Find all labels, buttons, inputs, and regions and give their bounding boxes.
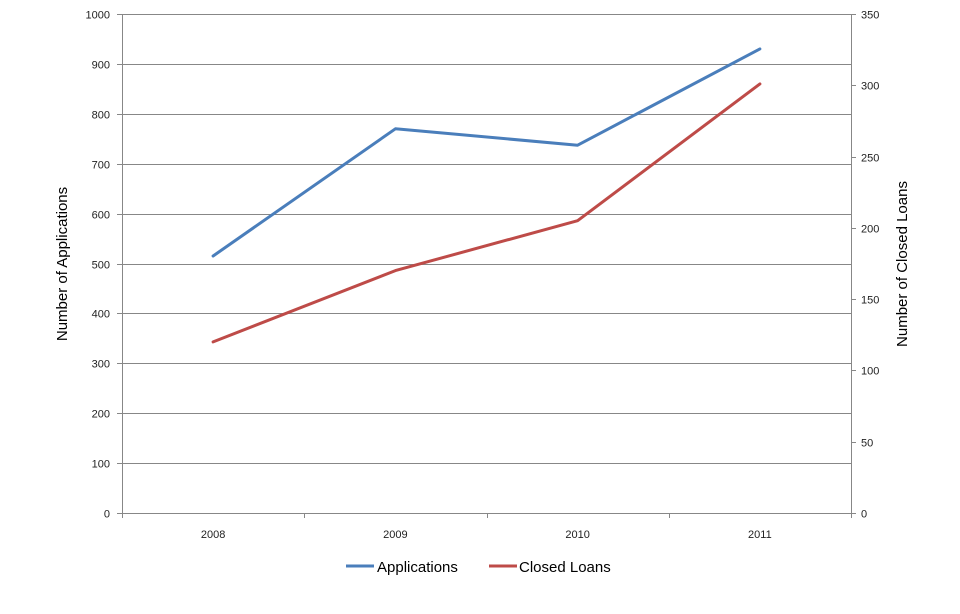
left-axis-ticks: 0 100 200 300 400 500 600 700 800 900 1000 [86,10,122,521]
series-line-closed-loans [211,82,762,344]
right-tick-label: 100 [861,366,879,378]
right-axis-ticks: 0 50 100 150 200 250 300 350 [851,10,879,521]
left-tick-label: 900 [92,60,110,72]
legend-label-applications: Applications [377,559,458,576]
left-tick-label: 1000 [86,10,110,22]
right-tick-label: 0 [861,509,867,521]
left-tick-label: 600 [92,210,110,222]
x-tick-label: 2011 [748,529,772,541]
right-tick-label: 50 [861,438,873,450]
right-tick-label: 350 [861,10,879,22]
right-tick-label: 250 [861,153,879,165]
right-tick-label: 150 [861,295,879,307]
y-axis-title-right: Number of Closed Loans [894,181,911,347]
series [211,47,762,344]
y-axis-title-left: Number of Applications [54,187,71,341]
axes [122,14,852,514]
left-tick-label: 100 [92,459,110,471]
left-tick-label: 400 [92,309,110,321]
legend: Applications Closed Loans [346,559,611,576]
series-line-applications [211,47,762,258]
x-tick-label: 2010 [565,529,589,541]
left-tick-label: 700 [92,160,110,172]
right-tick-label: 300 [861,81,879,93]
left-tick-label: 800 [92,110,110,122]
left-tick-label: 500 [92,260,110,272]
left-tick-label: 0 [104,509,110,521]
x-tick-label: 2009 [383,529,407,541]
gridlines [122,14,851,464]
x-tick-label: 2008 [201,529,225,541]
right-tick-label: 200 [861,224,879,236]
left-tick-label: 200 [92,409,110,421]
x-axis-ticks: 2008 2009 2010 2011 [122,513,852,541]
legend-label-closed-loans: Closed Loans [519,559,611,576]
left-tick-label: 300 [92,359,110,371]
